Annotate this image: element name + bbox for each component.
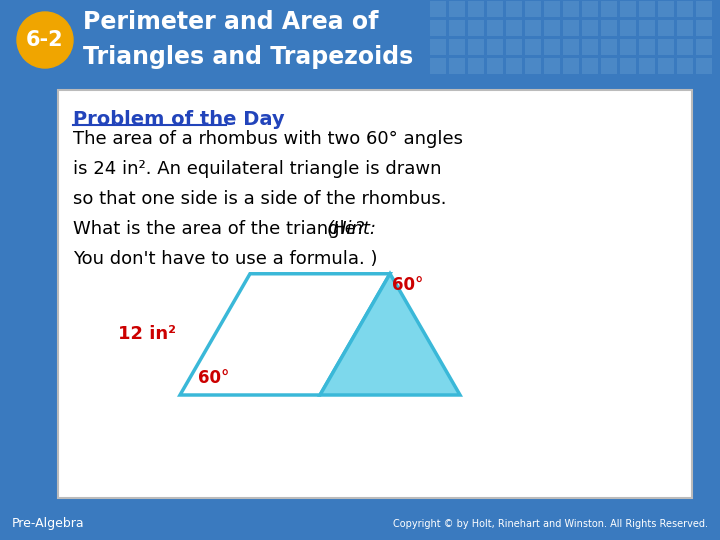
Circle shape: [17, 12, 73, 68]
Bar: [601, 58, 617, 74]
Polygon shape: [320, 274, 460, 395]
Bar: [487, 39, 503, 55]
Bar: [449, 58, 465, 74]
Bar: [658, 1, 674, 17]
Bar: [582, 39, 598, 55]
Bar: [430, 58, 446, 74]
Bar: [563, 1, 579, 17]
Bar: [658, 39, 674, 55]
Bar: [544, 20, 560, 36]
Bar: [487, 20, 503, 36]
Text: Perimeter and Area of: Perimeter and Area of: [83, 10, 379, 34]
Bar: [525, 1, 541, 17]
Bar: [525, 39, 541, 55]
Bar: [582, 1, 598, 17]
Bar: [430, 1, 446, 17]
Bar: [506, 20, 522, 36]
Bar: [544, 39, 560, 55]
Bar: [563, 20, 579, 36]
Bar: [563, 39, 579, 55]
Bar: [677, 39, 693, 55]
Text: 60°: 60°: [392, 276, 423, 294]
Text: is 24 in². An equilateral triangle is drawn: is 24 in². An equilateral triangle is dr…: [73, 160, 441, 178]
Bar: [449, 39, 465, 55]
Bar: [468, 1, 484, 17]
Text: Triangles and Trapezoids: Triangles and Trapezoids: [83, 45, 413, 69]
Bar: [58, 90, 692, 498]
Bar: [468, 20, 484, 36]
Bar: [639, 39, 655, 55]
Text: Pre-Algebra: Pre-Algebra: [12, 517, 85, 530]
Bar: [658, 20, 674, 36]
Bar: [696, 39, 712, 55]
Bar: [658, 58, 674, 74]
Bar: [506, 1, 522, 17]
Bar: [449, 20, 465, 36]
Bar: [639, 58, 655, 74]
Text: The area of a rhombus with two 60° angles: The area of a rhombus with two 60° angle…: [73, 130, 463, 148]
Text: so that one side is a side of the rhombus.: so that one side is a side of the rhombu…: [73, 190, 446, 208]
Text: 6-2: 6-2: [26, 30, 64, 50]
Bar: [487, 58, 503, 74]
Bar: [582, 58, 598, 74]
Bar: [677, 20, 693, 36]
Bar: [620, 1, 636, 17]
Text: You don't have to use a formula. ): You don't have to use a formula. ): [73, 250, 377, 268]
Bar: [487, 1, 503, 17]
Bar: [620, 58, 636, 74]
Bar: [0, 0, 720, 80]
Text: (Hint:: (Hint:: [327, 220, 377, 238]
Bar: [639, 20, 655, 36]
Text: What is the area of the triangle?: What is the area of the triangle?: [73, 220, 377, 238]
Bar: [449, 1, 465, 17]
Bar: [525, 20, 541, 36]
Bar: [544, 1, 560, 17]
Bar: [430, 20, 446, 36]
Bar: [677, 1, 693, 17]
Bar: [525, 58, 541, 74]
Text: Copyright © by Holt, Rinehart and Winston. All Rights Reserved.: Copyright © by Holt, Rinehart and Winsto…: [393, 519, 708, 529]
Text: Problem of the Day: Problem of the Day: [73, 110, 284, 129]
Bar: [506, 58, 522, 74]
Bar: [601, 39, 617, 55]
Bar: [506, 39, 522, 55]
Polygon shape: [180, 274, 390, 395]
Bar: [639, 1, 655, 17]
Bar: [582, 20, 598, 36]
Bar: [696, 58, 712, 74]
Bar: [0, 508, 720, 540]
Bar: [430, 39, 446, 55]
Bar: [601, 20, 617, 36]
Bar: [677, 58, 693, 74]
Bar: [601, 1, 617, 17]
Bar: [696, 20, 712, 36]
Bar: [696, 1, 712, 17]
Bar: [620, 39, 636, 55]
Bar: [544, 58, 560, 74]
Text: 12 in²: 12 in²: [118, 326, 176, 343]
Bar: [620, 20, 636, 36]
Text: 60°: 60°: [198, 369, 230, 387]
Bar: [563, 58, 579, 74]
Bar: [468, 58, 484, 74]
Bar: [468, 39, 484, 55]
